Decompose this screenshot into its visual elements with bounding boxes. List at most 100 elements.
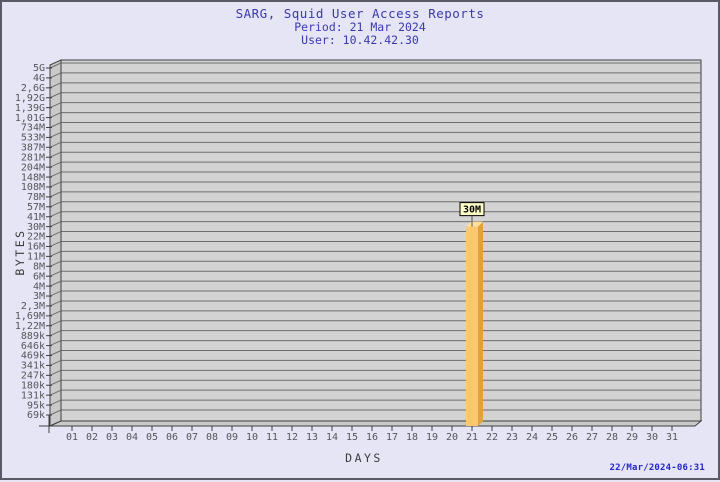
- y-tick-label: 387M: [21, 143, 45, 154]
- wall-grid-line: [49, 310, 62, 317]
- y-tick-label: 22M: [27, 232, 45, 243]
- y-tick-label: 11M: [27, 252, 45, 263]
- y-tick-label: 16M: [27, 242, 45, 253]
- x-tick-label: 19: [426, 432, 438, 443]
- x-tick-label: 11: [266, 432, 278, 443]
- y-tick-label: 4M: [33, 281, 45, 292]
- y-tick-label: 2,3M: [21, 301, 45, 312]
- y-tick-label: 247k: [21, 371, 45, 382]
- y-tick-label: 1,92G: [15, 93, 45, 104]
- y-tick-label: 8M: [33, 261, 45, 272]
- wall-grid-line: [49, 231, 62, 237]
- x-tick-label: 22: [486, 432, 498, 443]
- y-tick-label: 30M: [27, 222, 45, 233]
- y-tick-label: 1,01G: [15, 113, 45, 124]
- x-axis-title: DAYS: [345, 451, 383, 465]
- wall-grid-line: [49, 131, 62, 138]
- wall-grid-line: [49, 181, 62, 188]
- x-tick-label: 16: [366, 432, 378, 443]
- x-tick-label: 12: [286, 432, 298, 443]
- wall-grid-line: [49, 141, 62, 148]
- x-tick-label: 17: [386, 432, 398, 443]
- chart-period: Period: 21 Mar 2024: [294, 20, 426, 34]
- y-tick-label: 1,69M: [15, 311, 45, 322]
- x-tick-label: 03: [106, 432, 118, 443]
- x-tick-label: 18: [406, 432, 418, 443]
- y-tick-label: 180k: [21, 380, 45, 391]
- x-tick-label: 20: [446, 432, 458, 443]
- y-tick-label: 646k: [21, 341, 45, 352]
- x-tick-label: 26: [566, 432, 578, 443]
- bar-front: [466, 226, 478, 426]
- y-tick-label: 281M: [21, 152, 45, 163]
- y-tick-label: 889k: [21, 331, 45, 342]
- wall-grid-line: [49, 300, 62, 307]
- y-tick-label: 57M: [27, 202, 45, 213]
- wall-grid-line: [49, 290, 62, 297]
- chart-user: User: 10.42.42.30: [301, 32, 419, 47]
- y-tick-label: 4G: [33, 73, 45, 84]
- y-tick-label: 5G: [33, 63, 45, 74]
- wall-grid-line: [49, 221, 62, 228]
- wall-grid-line: [49, 122, 62, 128]
- y-tick-label: 131k: [21, 390, 45, 401]
- generation-timestamp: 22/Mar/2024-06:31: [609, 463, 705, 473]
- x-tick-label: 24: [526, 432, 538, 443]
- y-tick-label: 533M: [21, 133, 45, 144]
- wall-grid-line: [49, 72, 62, 79]
- x-tick-label: 06: [166, 432, 178, 443]
- y-tick-label: 469k: [21, 351, 45, 362]
- bar-value-box: [459, 202, 485, 217]
- x-tick-label: 14: [326, 432, 338, 443]
- y-tick-label: 204M: [21, 162, 45, 173]
- x-tick-label: 29: [626, 432, 638, 443]
- x-tick-label: 23: [506, 432, 518, 443]
- x-tick-label: 07: [186, 432, 198, 443]
- wall-grid-line: [49, 92, 62, 99]
- y-tick-label: 41M: [27, 212, 45, 223]
- wall-grid-line: [49, 151, 62, 158]
- wall-grid-line: [49, 340, 62, 347]
- x-tick-label: 02: [86, 432, 98, 443]
- x-tick-label: 01: [66, 432, 78, 443]
- x-tick-label: 05: [146, 432, 158, 443]
- x-tick-label: 10: [246, 432, 258, 443]
- x-tick-label: 31: [666, 432, 678, 443]
- wall-grid-line: [49, 359, 62, 366]
- bar-value-label: 30M: [463, 205, 481, 216]
- wall-grid-line: [49, 280, 62, 287]
- x-tick-label: 21: [466, 432, 478, 443]
- y-tick-label: 1,39G: [15, 103, 45, 114]
- wall-grid-line: [49, 270, 62, 277]
- wall-grid-line: [49, 260, 62, 267]
- x-tick-label: 04: [126, 432, 138, 443]
- plot-floor: [49, 420, 703, 427]
- y-tick-label: 148M: [21, 172, 45, 183]
- chart-title: SARG, Squid User Access Reports: [235, 6, 485, 21]
- y-tick-label: 341k: [21, 361, 45, 372]
- wall-grid-line: [49, 379, 62, 386]
- y-tick-label: 734M: [21, 123, 45, 134]
- wall-grid-line: [49, 82, 62, 89]
- wall-grid-line: [49, 191, 62, 198]
- wall-grid-line: [49, 102, 62, 109]
- y-tick-label: 108M: [21, 182, 45, 193]
- wall-grid-line: [49, 389, 62, 396]
- x-tick-label: 13: [306, 432, 318, 443]
- y-tick-label: 1,22M: [15, 321, 45, 332]
- wall-grid-line: [49, 330, 62, 337]
- chart-header: SARG, Squid User Access Reports Period: …: [2, 7, 718, 46]
- wall-grid-line: [49, 369, 62, 376]
- wall-grid-line: [49, 62, 62, 69]
- wall-grid-line: [49, 241, 62, 247]
- wall-grid-line: [49, 112, 62, 119]
- y-tick-label: 69k: [27, 410, 45, 421]
- y-axis-title: BYTES: [13, 228, 27, 276]
- x-tick-label: 28: [606, 432, 618, 443]
- wall-grid-line: [49, 211, 62, 218]
- wall-grid-line: [49, 171, 62, 178]
- wall-grid-line: [49, 161, 62, 168]
- wall-grid-line: [49, 201, 62, 208]
